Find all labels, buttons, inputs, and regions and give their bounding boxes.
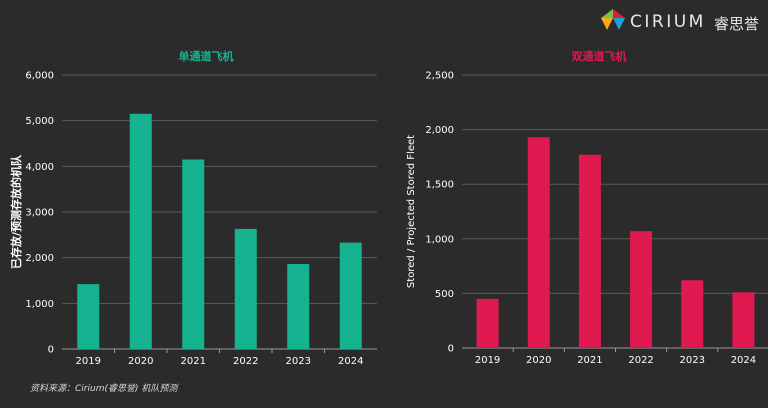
- bar: [732, 292, 755, 348]
- y-tick-label: 1,500: [425, 180, 454, 191]
- bar: [476, 298, 499, 348]
- bar: [182, 159, 205, 349]
- x-tick-label: 2021: [181, 356, 206, 367]
- y-tick-label: 0: [48, 345, 54, 356]
- y-tick-label: 2,000: [425, 125, 454, 136]
- x-tick-label: 2021: [577, 355, 602, 366]
- bar: [527, 137, 550, 348]
- bar: [630, 231, 653, 348]
- x-tick-label: 2022: [233, 356, 258, 367]
- x-tick-label: 2020: [526, 355, 551, 366]
- bar: [578, 154, 601, 348]
- y-tick-label: 1,000: [425, 234, 454, 245]
- y-tick-label: 3,000: [25, 208, 54, 219]
- x-tick-label: 2020: [128, 356, 153, 367]
- y-axis-label: 已存放/预测存放的机队: [9, 154, 23, 269]
- y-axis-label: Stored / Projected Stored Fleet: [406, 135, 417, 288]
- bar: [129, 113, 152, 349]
- cirium-brand: CIRIUM 睿思誉: [600, 6, 764, 40]
- brand-name: CIRIUM: [630, 12, 706, 32]
- bar: [234, 228, 257, 349]
- y-tick-label: 5,000: [25, 116, 54, 127]
- x-tick-label: 2023: [680, 355, 705, 366]
- chart-title: 单通道飞机: [179, 49, 234, 63]
- x-tick-label: 2024: [338, 356, 363, 367]
- y-tick-label: 2,500: [425, 71, 454, 82]
- chart-title: 双通道飞机: [572, 49, 627, 63]
- x-tick-label: 2019: [475, 355, 500, 366]
- y-tick-label: 2,000: [25, 253, 54, 264]
- bar: [339, 242, 362, 349]
- bar: [681, 280, 704, 348]
- cirium-logo-icon: [601, 9, 625, 30]
- bar: [77, 284, 100, 349]
- y-tick-label: 1,000: [25, 299, 54, 310]
- bar: [287, 264, 310, 349]
- y-tick-label: 4,000: [25, 162, 54, 173]
- y-tick-label: 500: [435, 289, 454, 300]
- source-note: 资料来源：Cirium(睿思誉) 机队预测: [30, 384, 178, 394]
- y-tick-label: 0: [448, 344, 454, 355]
- x-tick-label: 2024: [731, 355, 756, 366]
- y-tick-label: 6,000: [25, 71, 54, 82]
- x-tick-label: 2022: [628, 355, 653, 366]
- brand-name-cn: 睿思誉: [714, 15, 760, 33]
- x-tick-label: 2023: [286, 356, 311, 367]
- x-tick-label: 2019: [76, 356, 101, 367]
